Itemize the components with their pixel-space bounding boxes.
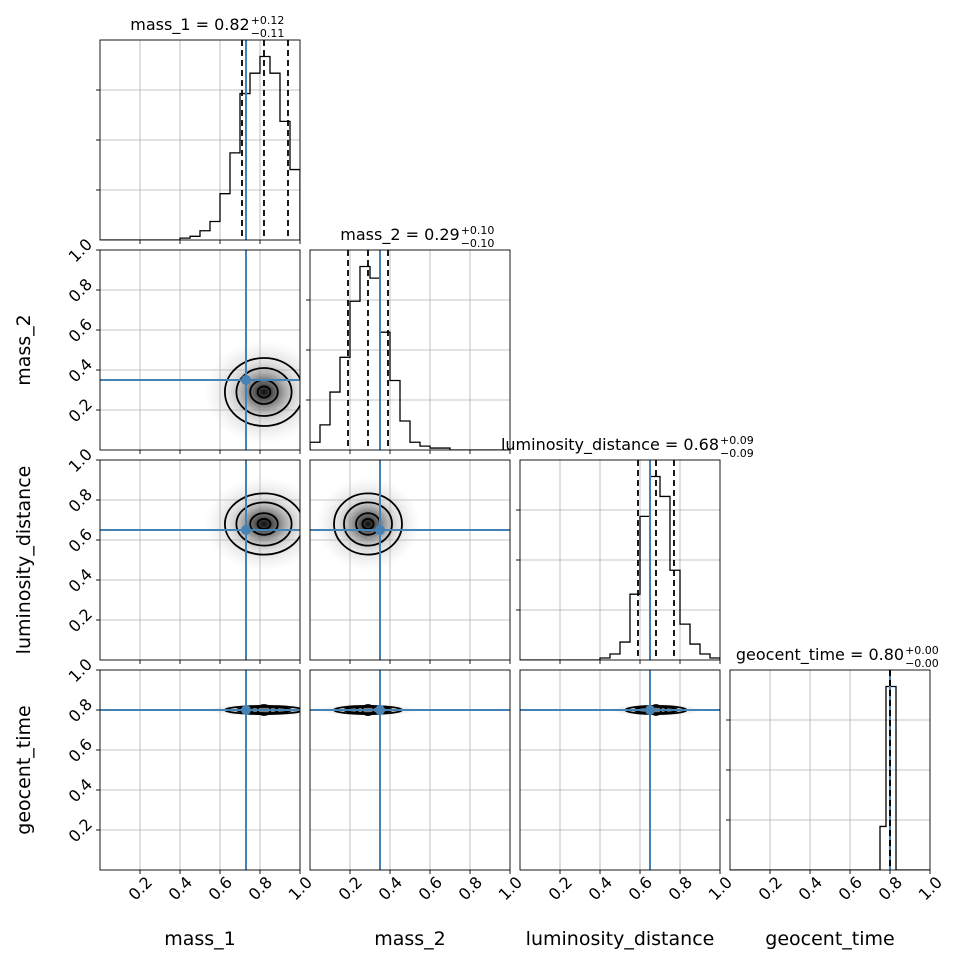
truth-point	[375, 525, 385, 535]
scatter-panel-luminosity_distance-vs-geocent_time: 0.2 0.4 0.6 0.8 1.0	[519, 669, 736, 904]
x-tick-label: 1.0	[285, 873, 316, 904]
x-tick-label: 0.6	[835, 873, 866, 904]
contour-level-2	[249, 512, 279, 536]
panel-frame	[729, 669, 931, 871]
panel-title-mass_1: mass_1 = 0.82	[130, 15, 249, 35]
panel-frame	[309, 249, 511, 451]
y-tick-label: 1.0	[65, 235, 96, 266]
y-tick-label: 0.2	[65, 395, 96, 426]
panel-title-geocent_time: geocent_time = 0.80	[736, 645, 904, 665]
panel-frame	[99, 39, 301, 241]
histogram-panel-luminosity_distance: luminosity_distance = 0.68 +0.09−0.09	[501, 434, 754, 664]
contour-level-1	[235, 501, 293, 547]
x-tick-label: 0.6	[205, 873, 236, 904]
y-tick-label: 0.4	[65, 775, 96, 806]
y-tick-label: 0.8	[65, 485, 96, 516]
y-tick-label: 0.4	[65, 355, 96, 386]
truth-point	[645, 705, 655, 715]
panel-frame	[99, 459, 301, 661]
truth-point	[241, 525, 251, 535]
histogram-panel-mass_2: mass_2 = 0.29 +0.10−0.10	[306, 224, 511, 454]
density-group	[316, 477, 420, 571]
contour-level-0	[224, 492, 300, 556]
x-tick-label: 0.8	[245, 873, 276, 904]
x-axis-label-mass_1: mass_1	[164, 928, 236, 950]
x-tick-label: 0.8	[875, 873, 906, 904]
title-minus-error: −0.10	[461, 237, 495, 250]
histogram-geocent_time	[730, 685, 930, 870]
scatter-panel-mass_1-vs-mass_2: 0.2 0.4 0.6 0.8 1.0	[65, 235, 301, 454]
truth-point	[375, 705, 385, 715]
x-tick-label: 0.2	[125, 873, 156, 904]
scatter-panel-mass_2-vs-luminosity_distance	[309, 459, 511, 664]
contour-level-0	[224, 357, 300, 427]
title-minus-error: −0.09	[720, 447, 754, 460]
histogram-panel-geocent_time: geocent_time = 0.80 +0.00−0.00 0.2 0.4 0.6 0.…	[726, 644, 946, 904]
x-axis-label-luminosity_distance: luminosity_distance	[526, 928, 715, 950]
panel-frame	[519, 669, 721, 871]
x-tick-label: 1.0	[495, 873, 526, 904]
y-tick-label: 1.0	[65, 655, 96, 686]
title-plus-error: +0.09	[720, 434, 754, 447]
panel-title-mass_2: mass_2 = 0.29	[340, 225, 459, 245]
y-tick-label: 0.6	[65, 315, 96, 346]
contour-level-1	[343, 501, 393, 547]
title-plus-error: +0.00	[905, 644, 939, 657]
y-tick-label: 1.0	[65, 445, 96, 476]
panel-title-luminosity_distance: luminosity_distance = 0.68	[501, 435, 719, 455]
scatter-panel-mass_1-vs-geocent_time: 0.2 0.4 0.6 0.8 1.0 0.2 0.4 0.6 0.8 1.0	[65, 655, 316, 904]
x-tick-label: 0.4	[165, 873, 196, 904]
x-tick-label: 0.8	[665, 873, 696, 904]
x-tick-label: 0.4	[585, 873, 616, 904]
x-tick-label: 0.8	[455, 873, 486, 904]
x-tick-label: 0.4	[375, 873, 406, 904]
y-tick-label: 0.6	[65, 525, 96, 556]
y-tick-label: 0.6	[65, 735, 96, 766]
y-tick-label: 0.2	[65, 815, 96, 846]
panel-frame	[519, 459, 721, 661]
y-tick-label: 0.4	[65, 565, 96, 596]
histogram-mass_2	[310, 265, 510, 450]
x-axis-label-mass_2: mass_2	[374, 928, 446, 950]
y-axis-label-mass_2: mass_2	[13, 314, 35, 386]
panel-frame	[99, 669, 301, 871]
histogram-mass_1	[100, 55, 300, 240]
panel-frame	[99, 249, 301, 451]
y-axis-label-luminosity_distance: luminosity_distance	[13, 466, 35, 655]
contour-level-1	[235, 367, 293, 417]
x-tick-label: 0.2	[335, 873, 366, 904]
contour-level-3	[256, 385, 272, 399]
title-minus-error: −0.00	[905, 657, 939, 670]
y-tick-label: 0.8	[65, 275, 96, 306]
x-tick-label: 0.2	[545, 873, 576, 904]
y-tick-label: 0.8	[65, 695, 96, 726]
x-tick-label: 0.4	[795, 873, 826, 904]
y-axis-label-geocent_time: geocent_time	[13, 705, 35, 834]
x-tick-label: 0.2	[755, 873, 786, 904]
truth-point	[241, 705, 251, 715]
title-minus-error: −0.11	[251, 27, 285, 40]
y-tick-label: 0.2	[65, 605, 96, 636]
panel-frame	[309, 669, 511, 871]
histogram-luminosity_distance	[520, 475, 720, 660]
density-group	[204, 477, 300, 571]
x-tick-label: 1.0	[915, 873, 946, 904]
x-tick-label: 0.6	[415, 873, 446, 904]
truth-point	[241, 375, 251, 385]
scatter-panel-mass_1-vs-luminosity_distance: 0.2 0.4 0.6 0.8 1.0	[65, 445, 301, 664]
density-group	[204, 340, 300, 444]
contour-level-0	[333, 492, 403, 556]
histogram-panel-mass_1: mass_1 = 0.82 +0.12−0.11	[96, 14, 301, 244]
title-plus-error: +0.12	[251, 14, 285, 27]
title-plus-error: +0.10	[461, 224, 495, 237]
x-tick-label: 1.0	[705, 873, 736, 904]
x-tick-label: 0.6	[625, 873, 656, 904]
panel-frame	[309, 459, 511, 661]
x-axis-label-geocent_time: geocent_time	[765, 928, 894, 950]
scatter-panel-mass_2-vs-geocent_time: 0.2 0.4 0.6 0.8 1.0	[309, 669, 526, 904]
